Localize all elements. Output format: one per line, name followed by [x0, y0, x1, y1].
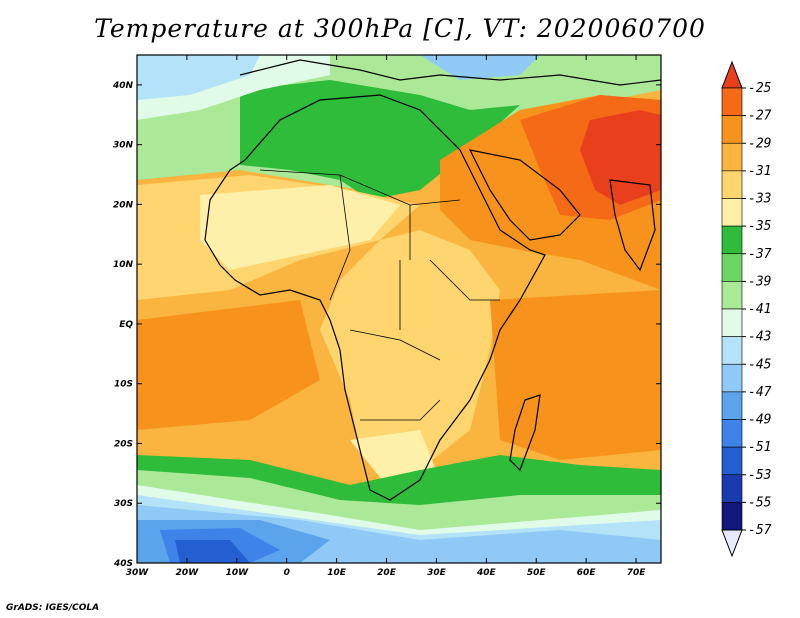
- colorbar-cap-top: [721, 60, 743, 89]
- y-tick-label: 40N: [112, 81, 134, 91]
- credit-text: GrADS: IGES/COLA: [6, 603, 100, 613]
- colorbar-swatch: [721, 336, 743, 365]
- band-29-se: [490, 290, 661, 460]
- y-tick-label: 40S: [113, 559, 133, 569]
- colorbar-swatch: [721, 391, 743, 420]
- band-south-pale: [137, 485, 661, 540]
- y-tick-label: 30S: [114, 499, 133, 509]
- colorbar-swatch: [721, 142, 743, 172]
- colorbar-label: -27: [748, 109, 772, 124]
- colorbar-label: -53: [748, 468, 771, 483]
- x-tick-label: 40E: [476, 568, 497, 578]
- colorbar-swatch: [721, 502, 743, 531]
- colorbar-label: -29: [748, 136, 771, 151]
- colorbar-label: -51: [748, 440, 771, 455]
- colorbar: -25 -27 -29 -31 -33 -35 -37 -39 -41 -43 -45 -47 -49 -…: [721, 60, 772, 558]
- colorbar-swatch: [721, 115, 743, 144]
- y-axis: 40N 30N 20N 10N EQ 10S 20S 30S 40S: [112, 81, 661, 569]
- band-25: [580, 110, 661, 205]
- x-tick-label: 50E: [527, 568, 547, 578]
- colorbar-label: -57: [748, 523, 772, 538]
- x-tick-label: 10W: [226, 568, 250, 578]
- colorbar-cap-bottom: [721, 529, 743, 558]
- colorbar-label: -45: [748, 357, 772, 372]
- colorbar-label: -25: [748, 81, 772, 96]
- colorbar-swatch: [721, 253, 743, 282]
- colorbar-label: -31: [748, 164, 771, 179]
- colorbar-label: -35: [748, 219, 772, 234]
- colorbar-label: -39: [748, 274, 771, 289]
- x-tick-label: 20W: [176, 568, 200, 578]
- y-tick-label: 30N: [113, 141, 134, 151]
- y-tick-label: 10S: [114, 380, 133, 390]
- band-35: [200, 185, 400, 270]
- x-tick-label: 20E: [377, 568, 397, 578]
- colorbar-swatch: [721, 363, 743, 393]
- colorbar-swatch: [721, 308, 743, 337]
- x-axis: 30W 20W 10W 0 10E 20E 30E 40E 50E 60E 70E: [126, 55, 646, 578]
- band-north-blue2: [420, 55, 540, 80]
- colorbar-label: -49: [748, 413, 771, 428]
- colorbar-swatch: [721, 446, 743, 476]
- colorbar-label: -33: [748, 192, 771, 207]
- colorbar-swatch: [721, 225, 743, 255]
- colorbar-label: -37: [748, 247, 772, 262]
- band-south-blue5: [175, 540, 250, 563]
- x-tick-label: 10E: [327, 568, 347, 578]
- plot-frame: [136, 54, 662, 564]
- colorbar-label: -41: [748, 302, 771, 317]
- y-tick-label: 10N: [113, 260, 134, 270]
- x-tick-label: 30W: [126, 568, 150, 578]
- colorbar-label: -43: [748, 330, 771, 345]
- band-south-lightgreen: [137, 470, 661, 530]
- temperature-field: [137, 55, 661, 563]
- x-tick-label: 0: [284, 568, 290, 578]
- x-tick-label: 30E: [427, 568, 447, 578]
- colorbar-swatch: [721, 281, 743, 310]
- band-north-green: [240, 80, 520, 200]
- x-tick-label: 60E: [577, 568, 597, 578]
- colorbar-swatch: [721, 198, 743, 227]
- map-title: Temperature at 300hPa [C], VT: 202006070…: [94, 14, 706, 43]
- colorbar-label: -55: [748, 495, 772, 510]
- band-29-south: [137, 300, 320, 430]
- y-tick-label: EQ: [119, 320, 133, 330]
- colorbar-swatch: [721, 87, 743, 116]
- colorbar-swatch: [721, 474, 743, 503]
- band-north-blue: [137, 55, 260, 100]
- colorbar-label: -47: [748, 385, 772, 400]
- x-tick-label: 70E: [627, 568, 647, 578]
- y-tick-label: 20S: [114, 439, 133, 449]
- colorbar-swatch: [721, 419, 743, 448]
- y-tick-label: 20N: [113, 200, 134, 210]
- colorbar-swatch: [721, 170, 743, 199]
- coastlines: [204, 59, 661, 501]
